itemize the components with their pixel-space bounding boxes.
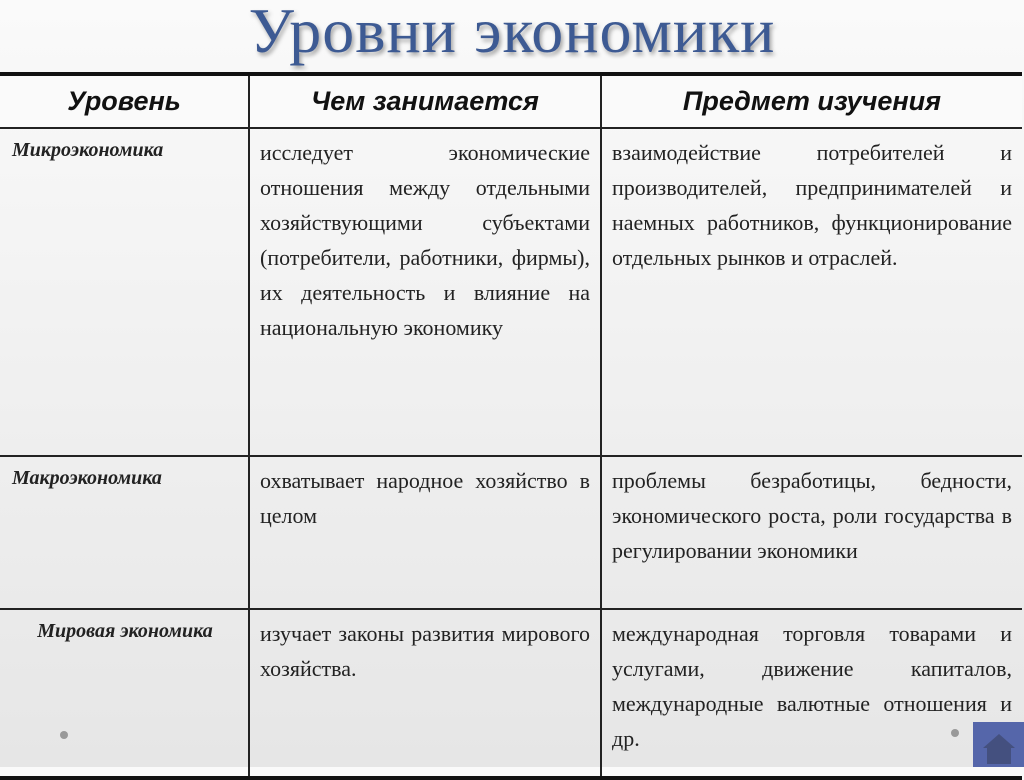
table-row: Макроэкономика охватывает народное хозяй…: [0, 455, 1022, 610]
table-row: Мировая экономика изучает законы развити…: [0, 608, 1022, 780]
home-icon: [983, 734, 1015, 764]
header-does: Чем занимается: [248, 72, 602, 129]
cell-subject: международная торговля товарами и услуга…: [600, 608, 1022, 780]
cell-level: Мировая экономика: [0, 608, 250, 780]
decorative-dot: [60, 731, 68, 739]
cell-does: исследует экономические отношения между …: [248, 127, 602, 457]
cell-level: Микроэкономика: [0, 127, 250, 457]
decorative-dot: [951, 729, 959, 737]
table-header-row: Уровень Чем занимается Предмет изучения: [0, 72, 1022, 129]
header-subject: Предмет изучения: [600, 72, 1022, 129]
table-row: Микроэкономика исследует экономические о…: [0, 127, 1022, 457]
slide-title: Уровни экономики: [248, 0, 776, 66]
cell-level: Макроэкономика: [0, 455, 250, 610]
cell-subject: взаимодействие потребителей и производит…: [600, 127, 1022, 457]
home-button[interactable]: [973, 722, 1024, 767]
cell-does: охватывает народное хозяйство в целом: [248, 455, 602, 610]
header-level: Уровень: [0, 72, 250, 129]
economics-levels-table: Уровень Чем занимается Предмет изучения …: [0, 72, 1022, 780]
cell-does: изучает законы развития мирового хозяйст…: [248, 608, 602, 780]
cell-subject: проблемы безработицы, бедности, экономич…: [600, 455, 1022, 610]
